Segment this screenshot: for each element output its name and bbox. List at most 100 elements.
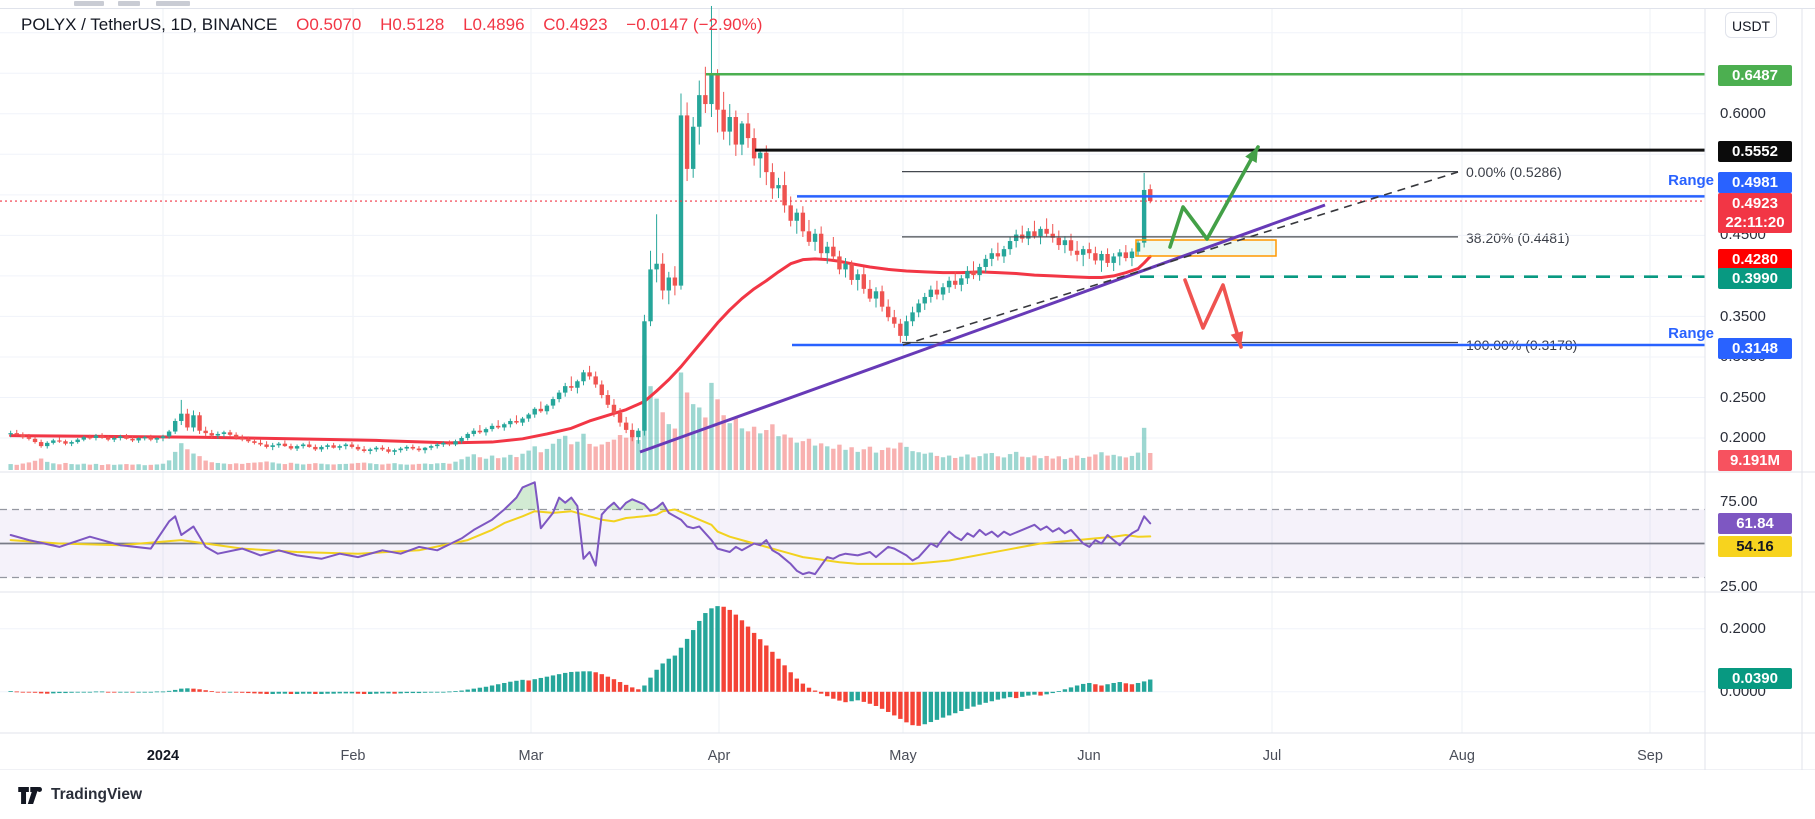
candle-body (404, 446, 409, 449)
volume-bar (252, 462, 257, 470)
volume-bar (861, 449, 867, 470)
macd-histogram-bar (63, 691, 68, 694)
volume-bar (337, 464, 342, 470)
candle-body (690, 126, 696, 169)
price-axis-badge: 0.0390 (1718, 667, 1792, 689)
volume-bar (313, 463, 318, 470)
candle-body (319, 446, 324, 450)
macd-histogram-bar (380, 691, 385, 694)
volume-bar (654, 398, 659, 470)
top-toolbar-strip (0, 0, 1815, 9)
macd-histogram-bar (837, 691, 842, 701)
volume-bar (331, 464, 336, 470)
price-axis-label: 0.2000 (1720, 429, 1766, 447)
volume-bar (563, 435, 568, 470)
symbol-legend[interactable]: POLYX / TetherUS, 1D, BINANCE O0.5070 H0… (21, 15, 762, 35)
candle-body (977, 266, 982, 276)
candle-body (136, 438, 141, 441)
candle-body (611, 404, 617, 413)
macd-histogram-bar (209, 691, 214, 692)
candle-body (20, 434, 26, 438)
volume-bar (441, 462, 446, 470)
macd-histogram-bar (264, 691, 269, 695)
volume-bar (818, 443, 824, 470)
time-axis-label: 2024 (146, 748, 180, 764)
macd-histogram-bar (14, 691, 19, 693)
macd-histogram-bar (703, 613, 708, 692)
volume-bar (837, 444, 842, 470)
macd-histogram-bar (995, 691, 1001, 700)
volume-bar (14, 464, 19, 470)
volume-bar (910, 451, 915, 470)
candle-body (270, 445, 275, 447)
macd-histogram-bar (166, 690, 172, 692)
macd-histogram-bar (818, 691, 824, 694)
macd-histogram-bar (636, 689, 641, 692)
volume-bar (477, 457, 483, 470)
macd-histogram-bar (69, 691, 74, 693)
symbol-title[interactable]: POLYX / TetherUS, 1D, BINANCE (21, 15, 278, 34)
volume-bar (435, 463, 440, 470)
macd-histogram-bar (617, 682, 623, 692)
candle-body (191, 415, 196, 428)
candle-body (837, 256, 842, 270)
macd-histogram-bar (977, 691, 982, 705)
macd-histogram-bar (721, 606, 726, 692)
chart-canvas[interactable] (0, 0, 1815, 770)
macd-histogram-bar (495, 684, 501, 692)
volume-bar (1026, 457, 1031, 470)
candle-body (642, 321, 647, 431)
macd-histogram-bar (971, 691, 976, 707)
volume-bar (75, 464, 80, 470)
candle-body (1038, 228, 1043, 237)
macd-histogram-bar (831, 691, 836, 699)
volume-bar (751, 426, 757, 470)
candle-body (550, 399, 556, 406)
volume-bar (87, 464, 93, 470)
volume-bar (879, 450, 885, 470)
volume-bar (282, 464, 288, 470)
macd-histogram-bar (587, 671, 592, 692)
volume-bar (556, 438, 562, 470)
macd-histogram-bar (502, 682, 507, 692)
candle-body (623, 422, 629, 430)
candle-body (215, 433, 221, 436)
candle-body (1062, 240, 1068, 246)
macd-histogram-bar (105, 691, 111, 693)
time-axis-label: Apr (707, 748, 731, 764)
macd-histogram-bar (508, 681, 513, 692)
volume-bar (45, 461, 50, 470)
volume-bar (733, 418, 739, 470)
tradingview-logo[interactable]: TradingView (18, 786, 142, 804)
candle-body (32, 438, 38, 443)
candle-body (575, 381, 580, 388)
currency-toggle-button[interactable]: USDT (1725, 12, 1777, 38)
macd-histogram-bar (727, 609, 732, 692)
volume-bar (849, 447, 854, 470)
candle-body (422, 447, 428, 451)
volume-bar (489, 455, 495, 470)
candle-body (203, 430, 208, 434)
candle-body (508, 420, 513, 425)
candle-body (928, 289, 934, 297)
candle-body (227, 432, 233, 435)
volume-bar (946, 455, 952, 470)
volume-bar (672, 428, 678, 470)
candle-body (916, 303, 921, 313)
volume-bar (1141, 427, 1147, 470)
volume-bar (697, 407, 702, 470)
macd-histogram-bar (325, 691, 330, 694)
macd-histogram-bar (690, 630, 696, 692)
candle-body (14, 433, 19, 435)
volume-bar (1020, 456, 1025, 470)
candle-body (745, 123, 751, 139)
candle-body (666, 277, 672, 291)
macd-histogram-bar (1087, 682, 1092, 692)
time-axis-label: Feb (340, 748, 366, 764)
volume-bar (855, 451, 860, 470)
volume-bar (32, 460, 38, 470)
price-axis[interactable]: 0.60000.45000.35000.30000.25000.200075.0… (0, 0, 1815, 770)
candle-body (87, 437, 93, 439)
volume-bar (471, 454, 476, 470)
